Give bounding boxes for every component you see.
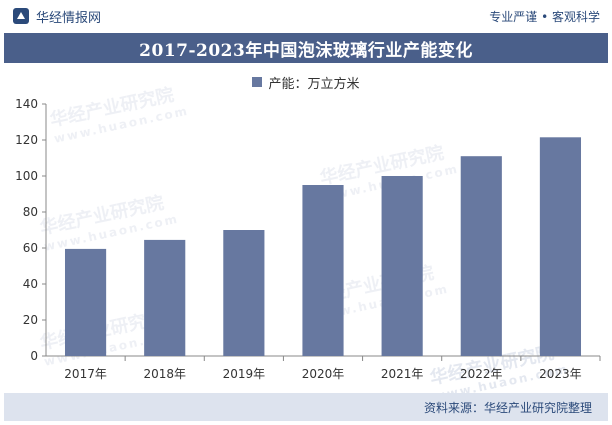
chart-legend: 产能：万立方米 <box>0 72 612 92</box>
legend-label: 产能：万立方米 <box>268 76 360 92</box>
y-tick-label: 80 <box>23 205 38 219</box>
legend-swatch <box>252 77 263 87</box>
bar-chart: 0 20 40 60 80 100 120 140 2017年 2018年 2019年 2020年 20… <box>15 97 601 381</box>
top-bar: 华经情报网 专业严谨 • 客观科学 <box>0 0 612 32</box>
brand-logo-icon <box>13 8 29 24</box>
y-tick-label: 140 <box>15 97 38 111</box>
brand: 华经情报网 <box>12 7 101 26</box>
slogan: 专业严谨 • 客观科学 <box>489 9 600 24</box>
source-text: 资料来源：华经产业研究院整理 <box>423 400 592 415</box>
y-tick-label: 100 <box>15 169 38 183</box>
x-tick-label: 2020年 <box>302 367 345 381</box>
x-tick-label: 2022年 <box>460 367 503 381</box>
source-band: 资料来源：华经产业研究院整理 <box>4 393 608 421</box>
brand-name: 华经情报网 <box>36 10 102 26</box>
y-tick-label: 60 <box>23 241 38 255</box>
x-tick-label: 2021年 <box>381 367 424 381</box>
y-tick-label: 120 <box>15 133 38 147</box>
x-tick-label: 2018年 <box>143 367 186 381</box>
x-tick-label: 2023年 <box>539 367 582 381</box>
bar-2019年 <box>223 230 265 356</box>
bar-2017年 <box>64 248 107 356</box>
x-tick-label: 2017年 <box>64 367 107 381</box>
y-tick-label: 40 <box>23 277 38 291</box>
x-tick-label: 2019年 <box>223 367 266 381</box>
bar-2018年 <box>144 239 186 356</box>
bar-2022年 <box>460 156 502 356</box>
bar-2021年 <box>381 176 423 356</box>
y-tick-label: 20 <box>23 313 38 327</box>
chart-title: 2017-2023年中国泡沫玻璃行业产能变化 <box>139 40 473 61</box>
chart-title-band: 2017-2023年中国泡沫玻璃行业产能变化 <box>4 33 608 63</box>
bar-2023年 <box>539 137 582 356</box>
bar-2020年 <box>302 185 344 356</box>
y-tick-label: 0 <box>30 349 38 363</box>
